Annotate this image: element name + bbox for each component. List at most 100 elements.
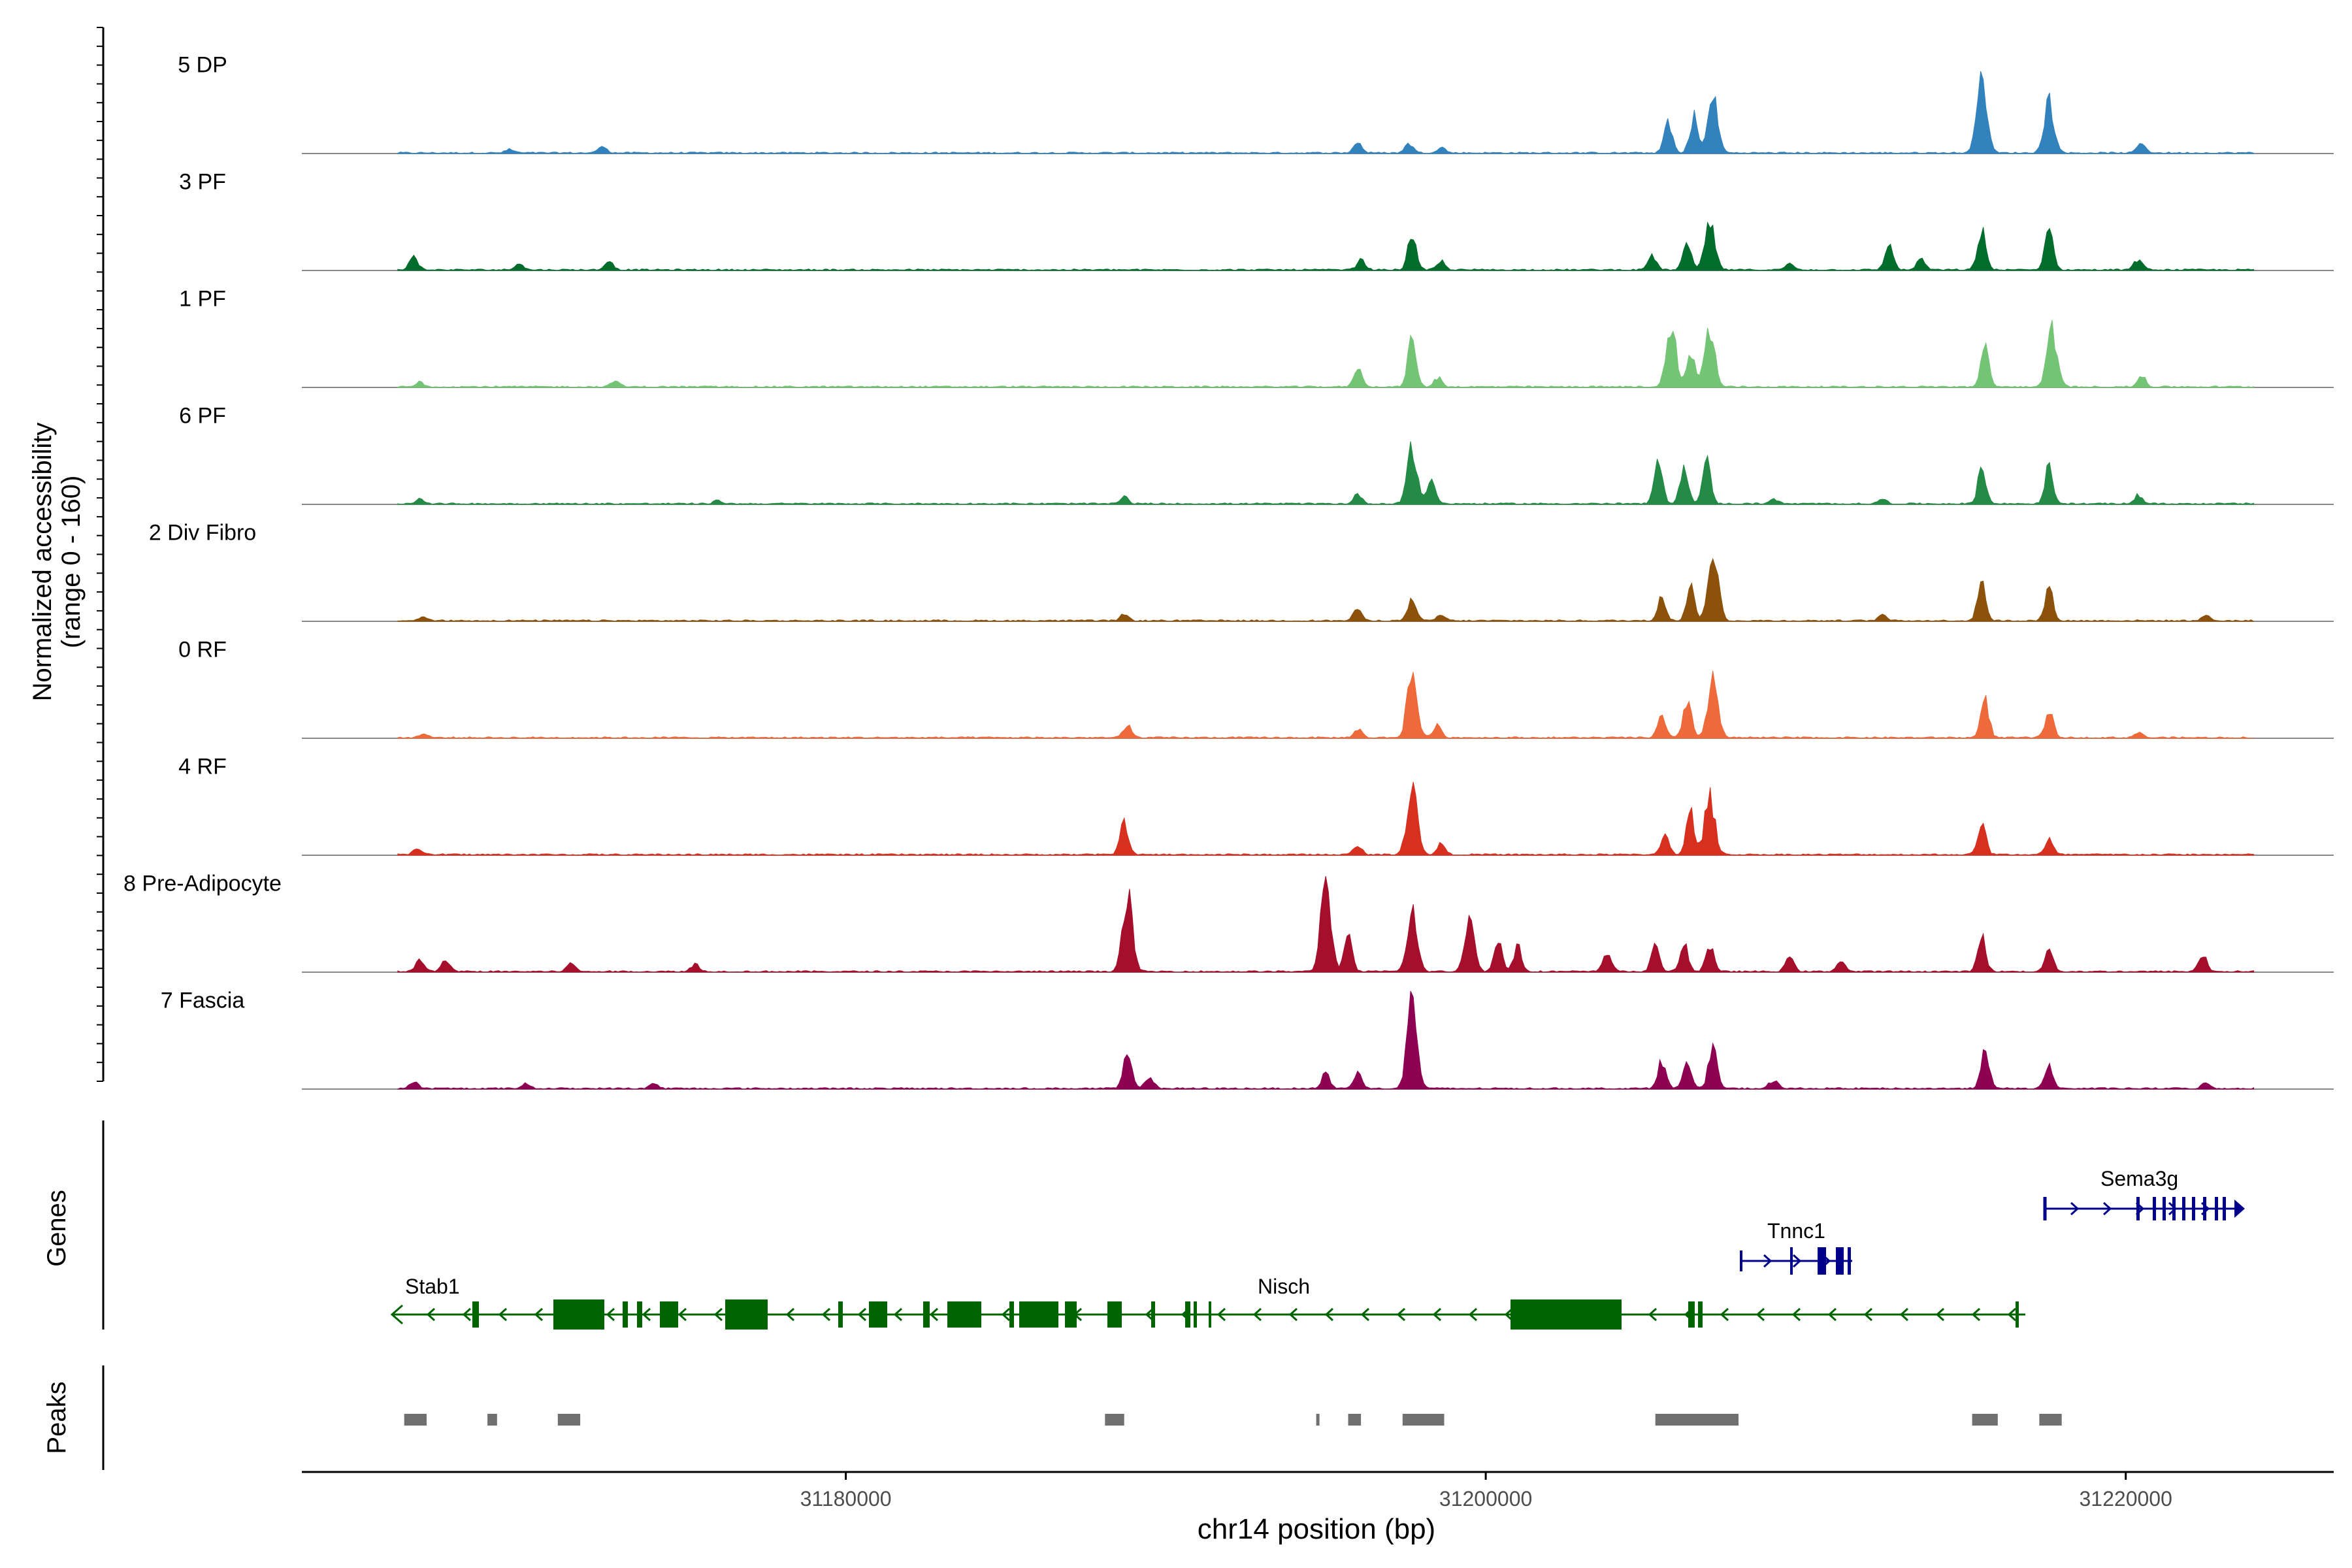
track-5-dp: 5 DP (178, 53, 2334, 154)
gene-exon (472, 1301, 479, 1328)
gene-exon (1698, 1301, 1703, 1328)
strand-arrow (857, 1307, 867, 1322)
track-label: 4 RF (178, 755, 227, 779)
gene-exon (2192, 1197, 2195, 1220)
gene-label: Stab1 (405, 1275, 460, 1298)
strand-arrow (1791, 1307, 1801, 1322)
peak-region (1105, 1414, 1124, 1426)
gene-exon (1790, 1247, 1793, 1275)
track-label: 8 Pre-Adipocyte (123, 872, 282, 896)
strand-arrow (1396, 1307, 1406, 1322)
gene-exon (2153, 1197, 2156, 1220)
gene-nisch: Nisch (472, 1275, 2019, 1330)
strand-arrow (426, 1307, 436, 1322)
track-6-pf: 6 PF (179, 404, 2334, 505)
gene-exon (623, 1301, 628, 1328)
gene-exon (2136, 1197, 2140, 1220)
gene-exon (1194, 1301, 1197, 1328)
gene-label: Sema3g (2100, 1167, 2178, 1190)
coverage-area (397, 876, 2255, 973)
y-axis-label: Normalized accessibility (28, 423, 57, 702)
gene-exon (1818, 1247, 1826, 1275)
gene-exon (838, 1301, 843, 1328)
track-3-pf: 3 PF (179, 170, 2334, 271)
peak-region (2039, 1414, 2062, 1426)
track-label: 7 Fascia (161, 988, 245, 1013)
gene-label: Tnnc1 (1767, 1219, 1825, 1243)
x-tick-label: 31200000 (1439, 1487, 1532, 1511)
peak-region (1402, 1414, 1445, 1426)
strand-arrow (2102, 1201, 2112, 1216)
track-7-fascia: 7 Fascia (161, 988, 2334, 1090)
peak-region (1316, 1414, 1320, 1426)
gene-exon (2223, 1197, 2226, 1220)
gene-exon (1185, 1301, 1190, 1328)
gene-exon (1688, 1301, 1695, 1328)
strand-arrow (1252, 1307, 1262, 1322)
gene-exon (2182, 1197, 2185, 1220)
gene-exon (1009, 1301, 1014, 1328)
strand-arrow (1468, 1307, 1478, 1322)
gene-exon (2215, 1197, 2218, 1220)
track-label: 2 Div Fibro (149, 521, 256, 546)
strand-arrow (1720, 1307, 1729, 1322)
strand-arrow (1863, 1307, 1873, 1322)
coverage-area (397, 71, 2255, 154)
gene-label: Nisch (1258, 1275, 1310, 1298)
coverage-area (397, 221, 2255, 271)
gene-exon (1065, 1301, 1077, 1328)
strand-arrow (1324, 1307, 1334, 1322)
track-1-pf: 1 PF (179, 287, 2334, 388)
gene-exon (2016, 1301, 2019, 1328)
track-2-div-fibro: 2 Div Fibro (149, 521, 2334, 622)
track-0-rf: 0 RF (178, 638, 2334, 739)
strand-arrow (1504, 1307, 1514, 1322)
x-tick-label: 31220000 (2080, 1487, 2172, 1511)
track-8-pre-adipocyte: 8 Pre-Adipocyte (123, 872, 2334, 973)
track-4-rf: 4 RF (178, 755, 2334, 856)
strand-arrow (1899, 1307, 1909, 1322)
strand-arrow (1432, 1307, 1442, 1322)
strand-arrow (1827, 1307, 1837, 1322)
x-tick-label: 31180000 (800, 1487, 892, 1511)
gene-exon (923, 1301, 930, 1328)
coverage-area (397, 990, 2255, 1090)
strand-arrow (785, 1307, 795, 1322)
gene-sema3g: Sema3g (2043, 1167, 2245, 1220)
gene-tnnc1: Tnnc1 (1740, 1219, 1852, 1275)
strand-arrow (678, 1307, 687, 1322)
gene-exon (1019, 1301, 1058, 1328)
gene-exon (1107, 1301, 1122, 1328)
strand-arrow (1360, 1307, 1370, 1322)
peak-region (1348, 1414, 1362, 1426)
coverage-area (397, 557, 2255, 622)
strand-arrow (2007, 1307, 2017, 1322)
track-label: 0 RF (178, 638, 227, 662)
x-axis-label: chr14 position (bp) (1198, 1513, 1435, 1545)
gene-exon (2172, 1197, 2176, 1220)
strand-arrow (1145, 1307, 1154, 1322)
coverage-area (397, 781, 2255, 856)
strand-arrow (713, 1307, 723, 1322)
gene-exon (2163, 1197, 2166, 1220)
peak-region (487, 1414, 497, 1426)
strand-arrow (1288, 1307, 1298, 1322)
gene-exon (725, 1299, 768, 1330)
gene-exon (869, 1301, 887, 1328)
peak-region (557, 1414, 581, 1426)
strand-arrow (893, 1307, 903, 1322)
strand-arrow (2070, 1201, 2080, 1216)
gene-exon (553, 1299, 604, 1330)
gene-exon (947, 1301, 981, 1328)
gene-exon (637, 1301, 642, 1328)
peak-region (1972, 1414, 1998, 1426)
gene-exon (1151, 1301, 1155, 1328)
peaks-panel-label: Peaks (42, 1381, 71, 1454)
peak-region (1655, 1414, 1739, 1426)
strand-arrow (1756, 1307, 1765, 1322)
strand-arrow (534, 1307, 544, 1322)
track-label: 1 PF (179, 287, 226, 312)
gene-exon (1511, 1299, 1622, 1330)
strand-arrow (1935, 1307, 1945, 1322)
